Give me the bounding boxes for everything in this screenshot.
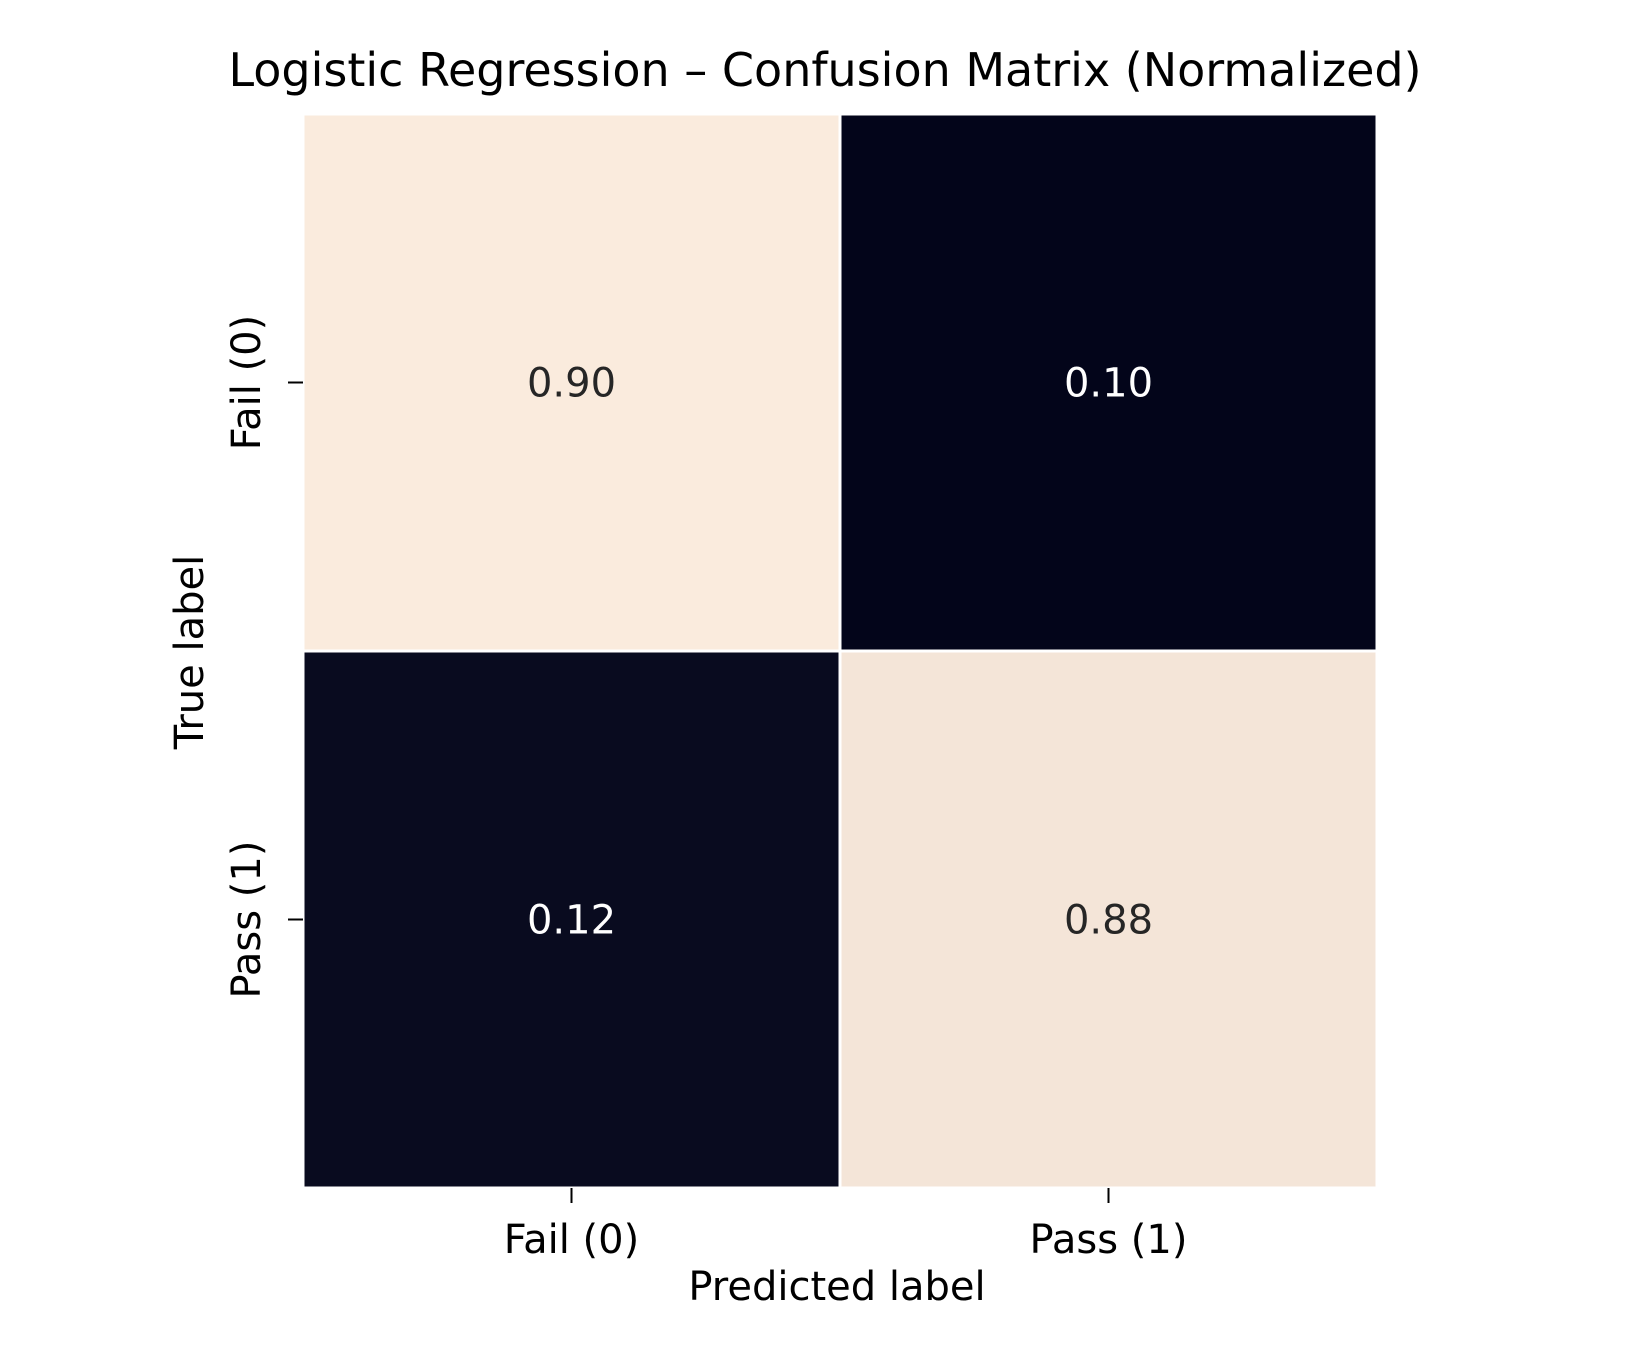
heatmap-value-labels: 0.90 0.10 0.12 0.88 <box>527 361 1153 944</box>
heatmap-cell-r0-c0 <box>301 112 842 653</box>
x-tick-label-0: Fail (0) <box>504 1217 639 1263</box>
heatmap-cell-r0-c1 <box>838 112 1379 653</box>
x-axis-title: Predicted label <box>688 1264 985 1310</box>
cell-value-label-r0-c1: 0.10 <box>1064 361 1153 407</box>
heatmap-cells <box>301 112 1379 1190</box>
y-axis: Fail (0) Pass (1) <box>224 315 303 999</box>
y-tick-label-0: Fail (0) <box>224 315 270 450</box>
cell-value-label-r1-c0: 0.12 <box>527 898 616 944</box>
y-axis-title: True label <box>167 555 213 750</box>
cell-value-label-r1-c1: 0.88 <box>1064 898 1153 944</box>
cell-value-label-r0-c0: 0.90 <box>527 361 616 407</box>
heatmap-cell-r1-c0 <box>301 649 842 1190</box>
x-axis: Fail (0) Pass (1) <box>504 1188 1188 1263</box>
heatmap-cell-r1-c1 <box>838 649 1379 1190</box>
x-tick-label-1: Pass (1) <box>1030 1217 1188 1263</box>
chart-title: Logistic Regression – Confusion Matrix (… <box>228 43 1421 97</box>
y-tick-label-1: Pass (1) <box>224 841 270 999</box>
